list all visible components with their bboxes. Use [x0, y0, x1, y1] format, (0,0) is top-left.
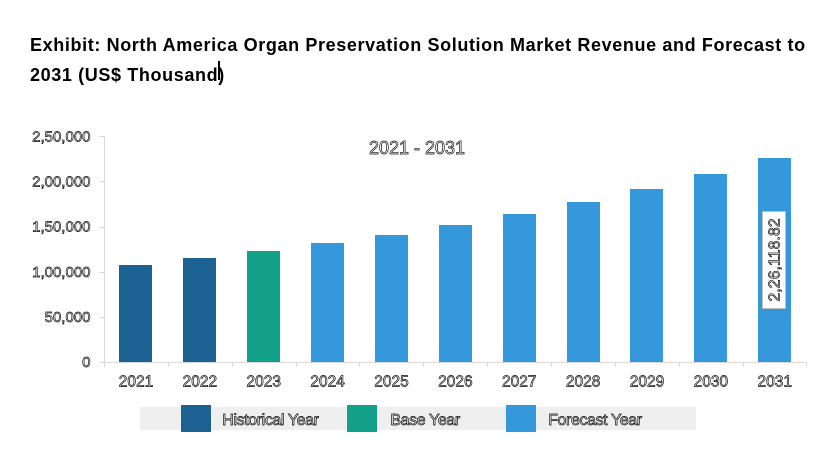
svg-text:2029: 2029: [630, 374, 664, 391]
svg-text:Forecast Year: Forecast Year: [548, 412, 643, 429]
svg-text:2021 - 2031: 2021 - 2031: [369, 138, 465, 158]
svg-text:2023: 2023: [247, 374, 281, 391]
svg-text:2,00,000: 2,00,000: [32, 174, 90, 191]
svg-text:2027: 2027: [502, 374, 536, 391]
svg-text:2030: 2030: [694, 374, 729, 391]
svg-text:2022: 2022: [183, 374, 217, 391]
svg-text:2026: 2026: [438, 374, 472, 391]
svg-text:0: 0: [82, 354, 90, 371]
svg-text:2,26,118.82: 2,26,118.82: [767, 218, 784, 301]
svg-text:Historical Year: Historical Year: [222, 412, 319, 429]
svg-text:2,50,000: 2,50,000: [32, 128, 90, 145]
svg-text:Base Year: Base Year: [390, 412, 460, 429]
svg-text:2028: 2028: [566, 374, 600, 391]
svg-text:2031: 2031: [758, 374, 792, 391]
svg-text:2024: 2024: [310, 374, 345, 391]
svg-text:1,00,000: 1,00,000: [32, 264, 90, 281]
svg-text:2025: 2025: [374, 374, 408, 391]
svg-text:2021: 2021: [119, 374, 153, 391]
svg-text:1,50,000: 1,50,000: [32, 219, 90, 236]
svg-text:50,000: 50,000: [45, 309, 91, 326]
